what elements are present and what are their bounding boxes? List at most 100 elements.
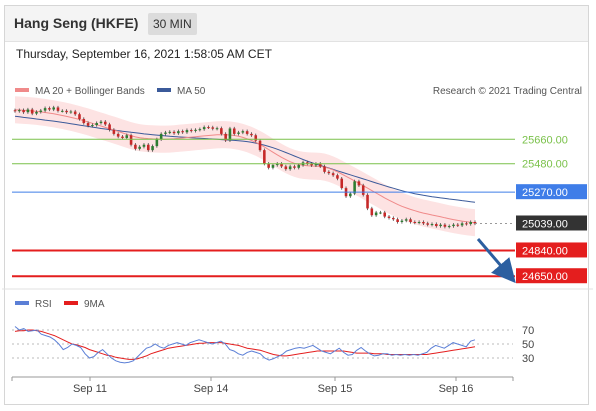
ma50-legend-label: MA 50 bbox=[177, 86, 206, 97]
time-tick-label: Sep 14 bbox=[194, 383, 229, 395]
candle-body bbox=[211, 127, 215, 129]
candle-body bbox=[469, 222, 472, 225]
price-chart bbox=[13, 96, 477, 237]
candle-body bbox=[121, 136, 124, 138]
candle-body bbox=[65, 110, 68, 113]
candle-body bbox=[473, 222, 477, 224]
candle-body bbox=[237, 132, 240, 134]
rsi-tick-label: 30 bbox=[522, 353, 534, 365]
level-label-resistance: 25660.00 bbox=[522, 134, 568, 146]
candle-body bbox=[318, 163, 322, 167]
candle-body bbox=[48, 108, 51, 110]
candle-body bbox=[103, 121, 107, 125]
candle-body bbox=[370, 208, 374, 216]
candle-body bbox=[30, 109, 34, 114]
candle-body bbox=[168, 131, 172, 133]
candle-body bbox=[349, 193, 352, 197]
candle-body bbox=[22, 110, 25, 113]
level-label-support: 24840.00 bbox=[522, 245, 568, 257]
candle-body bbox=[258, 140, 262, 151]
candle-body bbox=[267, 163, 270, 168]
time-tick-label: Sep 15 bbox=[318, 383, 353, 395]
candle-body bbox=[215, 128, 219, 130]
candle-body bbox=[82, 118, 86, 124]
header-bar: Hang Seng (HKFE) 30 MIN bbox=[5, 6, 588, 42]
candle-body bbox=[396, 219, 399, 222]
candle-body bbox=[366, 194, 369, 209]
credit-text: Research © 2021 Trading Central bbox=[433, 86, 582, 97]
candle-body bbox=[387, 216, 391, 218]
forecast-arrow bbox=[476, 238, 516, 284]
candle-body bbox=[456, 224, 460, 226]
candle-body bbox=[151, 146, 154, 151]
candle-body bbox=[404, 219, 408, 221]
candle-body bbox=[353, 181, 356, 194]
candle-body bbox=[56, 107, 60, 111]
candle-body bbox=[417, 222, 421, 223]
candle-body bbox=[447, 226, 451, 228]
candle-body bbox=[422, 222, 425, 224]
price-levels: 25660.00 25480.00 25270.00 25039.00 24840.00… bbox=[12, 134, 587, 284]
candle-body bbox=[357, 181, 361, 186]
rsi-ma-legend-label: 9MA bbox=[84, 299, 105, 310]
candle-body bbox=[164, 132, 167, 134]
chart-widget: Hang Seng (HKFE) 30 MIN Thursday, Septem… bbox=[4, 5, 589, 405]
candle-body bbox=[284, 166, 288, 170]
candle-body bbox=[86, 123, 90, 126]
candle-body bbox=[452, 224, 455, 227]
candle-body bbox=[435, 224, 438, 227]
candle-body bbox=[413, 222, 417, 223]
candle-body bbox=[73, 111, 77, 115]
candle-body bbox=[159, 133, 163, 140]
level-label-box bbox=[516, 215, 587, 231]
candle-body bbox=[271, 165, 275, 168]
level-label-box bbox=[516, 242, 587, 258]
candle-body bbox=[185, 130, 189, 133]
rsi-legend-label: RSI bbox=[35, 299, 52, 310]
candle-body bbox=[224, 133, 227, 141]
candle-body bbox=[207, 127, 210, 129]
timeframe-badge[interactable]: 30 MIN bbox=[148, 13, 197, 35]
rsi-legend-swatch bbox=[15, 301, 29, 305]
candle-body bbox=[374, 212, 378, 216]
candle-body bbox=[155, 139, 159, 147]
ma20-legend-swatch bbox=[15, 88, 29, 92]
candle-body bbox=[361, 185, 365, 195]
ma50-legend-swatch bbox=[157, 88, 171, 92]
candle-body bbox=[426, 223, 429, 225]
candle-body bbox=[52, 107, 55, 110]
candle-body bbox=[142, 144, 146, 147]
candle-body bbox=[228, 128, 232, 141]
candle-body bbox=[172, 131, 176, 134]
time-tick-label: Sep 16 bbox=[439, 383, 474, 395]
rsi-chart: 70 50 30 bbox=[12, 325, 534, 365]
candle-body bbox=[245, 131, 249, 134]
level-label-box bbox=[516, 268, 587, 284]
rsi-line bbox=[14, 326, 476, 364]
level-label-last: 25039.00 bbox=[522, 218, 568, 230]
candle-body bbox=[43, 108, 47, 111]
candle-body bbox=[95, 123, 98, 126]
candle-body bbox=[116, 133, 120, 137]
candle-body bbox=[13, 110, 17, 112]
rsi-tick-label: 70 bbox=[522, 325, 534, 337]
time-tick-label: Sep 11 bbox=[73, 383, 107, 395]
ma50-line bbox=[14, 115, 476, 203]
level-label-support: 24650.00 bbox=[522, 271, 568, 283]
candle-body bbox=[275, 163, 279, 166]
candle-body bbox=[134, 144, 137, 149]
candle-body bbox=[392, 217, 395, 220]
candle-body bbox=[306, 162, 309, 164]
level-label-box bbox=[516, 184, 587, 200]
candle-body bbox=[323, 166, 326, 172]
candle-body bbox=[439, 224, 442, 227]
rsi-ma-legend-swatch bbox=[64, 301, 78, 305]
candle-body bbox=[108, 124, 111, 130]
candle-body bbox=[293, 166, 296, 168]
candle-body bbox=[99, 121, 103, 124]
candle-body bbox=[78, 114, 81, 119]
candle-body bbox=[220, 128, 223, 134]
candle-body bbox=[198, 129, 202, 131]
candle-body bbox=[297, 165, 301, 168]
